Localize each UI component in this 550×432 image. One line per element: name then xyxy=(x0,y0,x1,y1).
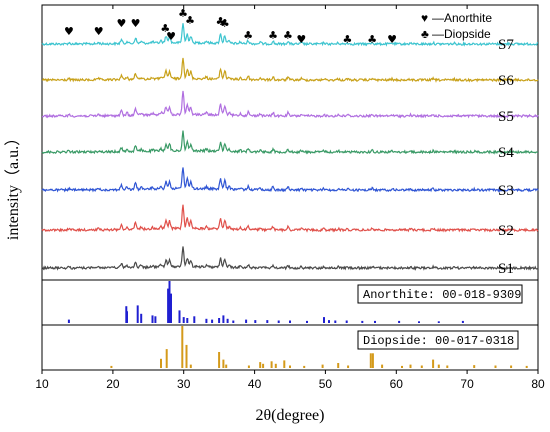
x-tick-label: 40 xyxy=(248,377,262,391)
x-tick-label: 60 xyxy=(390,377,404,391)
series-label-s3: S3 xyxy=(498,183,514,199)
diopside-peak-club-icon: ♣ xyxy=(216,15,226,28)
diopside-peak-club-icon: ♣ xyxy=(283,29,293,42)
anorthite-ref-box xyxy=(357,284,523,304)
main-panel-frame xyxy=(41,4,539,281)
anorthite-peak-heart-icon: ♥ xyxy=(116,17,126,30)
legend: ♥ —Anorthite ♣ —Diopside xyxy=(421,11,492,41)
reference-sticks-group xyxy=(67,281,528,368)
diopside-peak-club-icon: ♣ xyxy=(178,7,188,20)
series-label-s1: S1 xyxy=(498,261,514,277)
anorthite-ref-label: Anorthite: 00-018-9309 xyxy=(363,288,521,302)
x-tick-label: 20 xyxy=(106,377,120,391)
series-label-s7: S7 xyxy=(498,37,514,53)
anorthite-peak-heart-icon: ♥ xyxy=(94,25,104,38)
series-label-s2: S2 xyxy=(498,223,514,239)
diopside-peak-club-icon: ♣ xyxy=(185,14,195,27)
anorthite-peak-heart-icon: ♥ xyxy=(296,33,306,46)
x-tick-label: 80 xyxy=(531,377,545,391)
x-tick-label: 10 xyxy=(35,377,49,391)
x-tick-label: 30 xyxy=(177,377,191,391)
y-axis-label: intensity（a.u.） xyxy=(4,130,22,240)
anorthite-peak-heart-icon: ♥ xyxy=(166,30,176,43)
series-line-s6 xyxy=(41,57,539,83)
legend-anorthite-label: —Anorthite xyxy=(432,11,492,25)
x-ticks-group: 10 20 30 40 50 60 70 80 xyxy=(35,5,545,391)
diopside-ref-label: Diopside: 00-017-0318 xyxy=(363,334,514,348)
anorthite-peak-heart-icon: ♥ xyxy=(131,17,141,30)
series-group: S7 S6 S5 S4 S3 S2 S1 xyxy=(41,23,539,277)
x-tick-label: 70 xyxy=(460,377,474,391)
diopside-peak-club-icon: ♣ xyxy=(220,17,230,30)
anorthite-peak-heart-icon: ♥ xyxy=(64,25,74,38)
peak-markers-group: ♥ ♥♥ ♥ ♣♥♣♣ ♣♣♣ ♣ ♣ ♥ ♣ ♣ ♥ xyxy=(64,7,397,46)
series-line-s1 xyxy=(41,246,539,271)
legend-diopside-label: —Diopside xyxy=(432,27,491,41)
series-line-s5 xyxy=(41,90,539,119)
series-line-s4 xyxy=(41,130,539,155)
series-label-s6: S6 xyxy=(498,73,514,89)
x-tick-label: 50 xyxy=(319,377,333,391)
diopside-peak-club-icon: ♣ xyxy=(243,29,253,42)
diopside-peak-club-icon: ♣ xyxy=(367,33,377,46)
diopside-peak-club-icon: ♣ xyxy=(160,22,170,35)
series-line-s2 xyxy=(41,204,539,233)
series-line-s7 xyxy=(41,23,538,47)
legend-heart-icon: ♥ xyxy=(421,11,428,25)
anorthite-peak-heart-icon: ♥ xyxy=(387,33,397,46)
series-label-s5: S5 xyxy=(498,109,514,125)
series-line-s3 xyxy=(41,167,539,193)
legend-club-icon: ♣ xyxy=(421,27,429,41)
diopside-peak-club-icon: ♣ xyxy=(268,29,278,42)
series-label-s4: S4 xyxy=(498,145,514,161)
diopside-ref-box xyxy=(357,330,519,350)
x-axis-label: 2θ(degree) xyxy=(256,407,325,424)
diopside-peak-club-icon: ♣ xyxy=(342,33,352,46)
diopside-panel-frame xyxy=(41,324,539,371)
